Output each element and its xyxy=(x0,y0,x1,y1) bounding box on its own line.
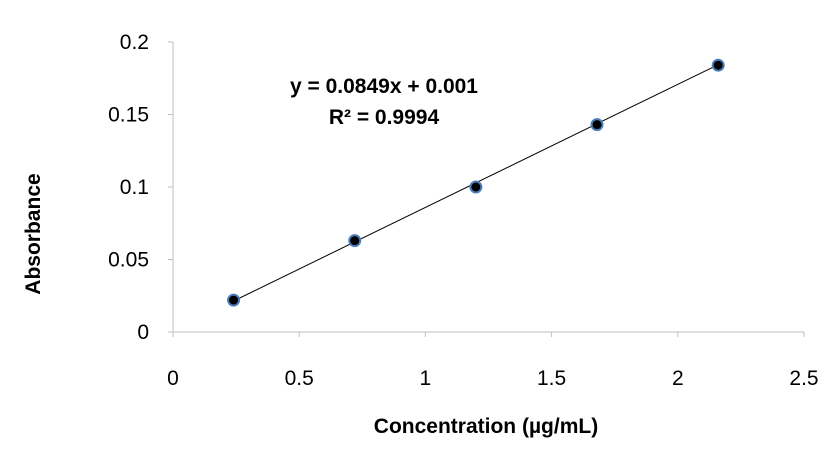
y-tick-label: 0.05 xyxy=(108,249,149,272)
y-axis-title: Absorbance xyxy=(22,173,45,294)
y-tick-label: 0 xyxy=(137,321,149,344)
x-tick-label: 2.5 xyxy=(789,367,818,390)
x-tick-label: 2 xyxy=(672,367,684,390)
data-points xyxy=(227,58,725,307)
data-point xyxy=(711,58,725,72)
tick-labels: 0 0.05 0.1 0.15 0.2 0 0.5 1 1.5 2 2.5 xyxy=(108,31,818,390)
data-point xyxy=(469,180,483,194)
x-axis-title: Concentration (µg/mL) xyxy=(374,415,598,438)
data-point xyxy=(348,234,362,248)
data-point xyxy=(590,118,604,132)
x-tick-label: 0.5 xyxy=(285,367,314,390)
y-tick-label: 0.2 xyxy=(120,31,149,54)
annotation-r-squared: R² = 0.9994 xyxy=(329,106,440,129)
tick-marks xyxy=(168,41,805,337)
x-tick-label: 1 xyxy=(420,367,432,390)
y-tick-label: 0.15 xyxy=(108,104,149,127)
x-tick-label: 1.5 xyxy=(537,367,566,390)
data-point xyxy=(227,293,241,307)
annotation-equation: y = 0.0849x + 0.001 xyxy=(290,75,478,98)
axes xyxy=(172,42,804,333)
y-tick-label: 0.1 xyxy=(120,176,149,199)
x-tick-label: 0 xyxy=(167,367,179,390)
